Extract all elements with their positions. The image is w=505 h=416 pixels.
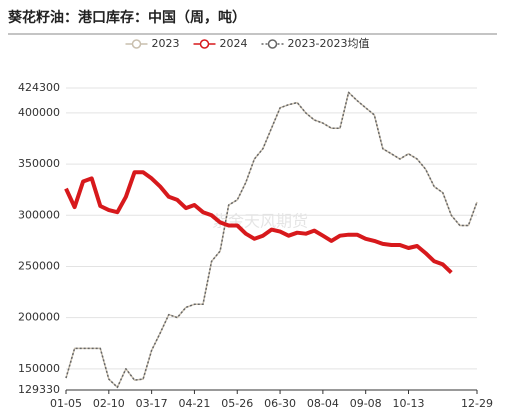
x-tick-label: 03-17 (136, 397, 168, 410)
legend-marker (267, 39, 278, 49)
x-tick-label: 02-10 (93, 397, 125, 410)
legend-label: 2023-2023均值 (288, 37, 370, 50)
y-tick-label: 250000 (18, 259, 60, 272)
x-tick-label: 05-26 (221, 397, 253, 410)
x-tick-label: 09-08 (350, 397, 382, 410)
legend: 2023 2024 2023-2023均值 (125, 37, 370, 50)
x-tick-label: 12-29 (461, 397, 493, 410)
y-tick-label: 350000 (18, 157, 60, 170)
legend-marker (131, 39, 142, 49)
x-tick-label: 04-21 (178, 397, 210, 410)
legend-marker (199, 39, 210, 49)
x-tick-label: 10-13 (393, 397, 425, 410)
series-line (65, 91, 478, 389)
y-tick-label: 200000 (18, 311, 60, 324)
x-tick-label: 06-30 (264, 397, 296, 410)
y-tick-label: 400000 (18, 106, 60, 119)
y-tick-label: 129330 (18, 383, 60, 396)
series-line (64, 170, 453, 275)
chart-title: 葵花籽油：港口库存：中国（周，吨） (7, 9, 246, 26)
y-tick-label: 300000 (18, 208, 60, 221)
y-tick-label: 150000 (18, 362, 60, 375)
legend-label: 2023 (152, 37, 180, 50)
series-line (65, 91, 478, 389)
y-tick-label: 424300 (18, 81, 60, 94)
x-tick-label: 08-04 (307, 397, 339, 410)
x-tick-label: 01-05 (50, 397, 82, 410)
legend-label: 2024 (220, 37, 248, 50)
